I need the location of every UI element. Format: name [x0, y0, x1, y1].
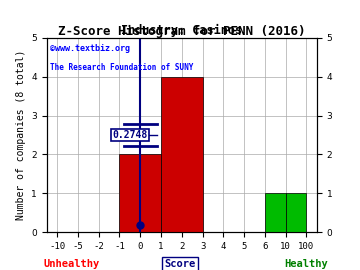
Text: Score: Score: [165, 259, 195, 269]
Text: Healthy: Healthy: [284, 259, 328, 269]
Bar: [120, 154, 161, 232]
Bar: [285, 193, 306, 232]
Y-axis label: Number of companies (8 total): Number of companies (8 total): [16, 50, 26, 220]
Text: Industry: Casinos: Industry: Casinos: [121, 24, 242, 37]
Text: ©www.textbiz.org: ©www.textbiz.org: [50, 44, 130, 53]
Text: The Research Foundation of SUNY: The Research Foundation of SUNY: [50, 63, 193, 72]
Bar: [265, 193, 285, 232]
Bar: [161, 77, 203, 232]
Text: Unhealthy: Unhealthy: [44, 259, 100, 269]
Text: 0.2748: 0.2748: [112, 130, 148, 140]
Title: Z-Score Histogram for PENN (2016): Z-Score Histogram for PENN (2016): [58, 25, 306, 38]
